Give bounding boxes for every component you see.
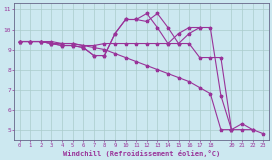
X-axis label: Windchill (Refroidissement éolien,°C): Windchill (Refroidissement éolien,°C) xyxy=(63,150,220,156)
